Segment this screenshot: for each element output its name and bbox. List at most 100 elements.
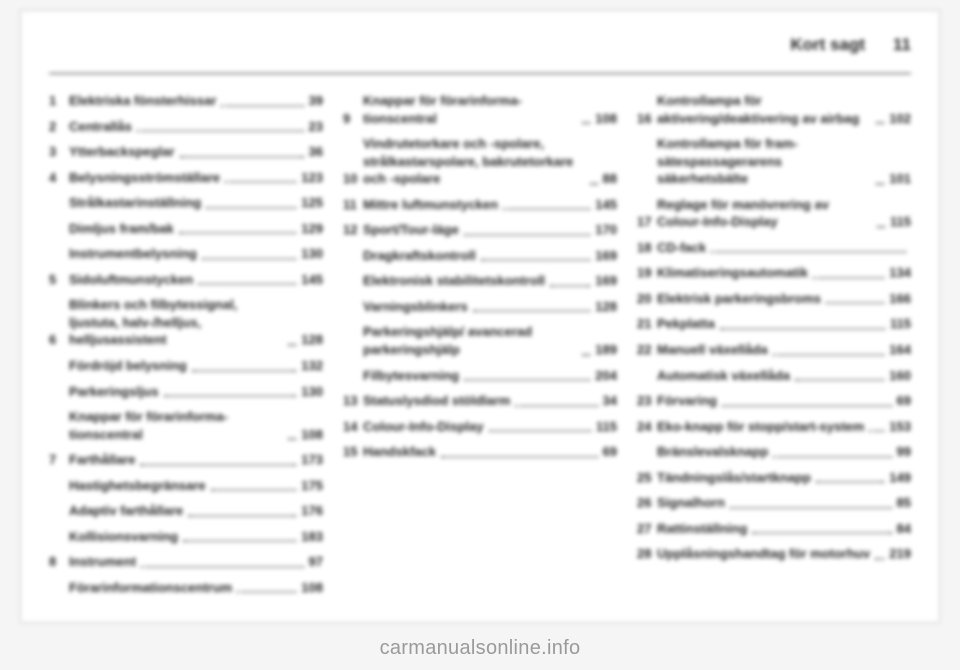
page-header: Kort sagt 11: [49, 35, 911, 61]
toc-entry-page: 125: [299, 194, 323, 212]
toc-dot-leader: [503, 208, 590, 210]
toc-entry-number: 12: [343, 221, 363, 239]
toc-entry-page: 23: [307, 118, 323, 136]
toc-entry-label: Elektriska fönsterhissar: [69, 92, 218, 110]
toc-dot-leader: [515, 405, 597, 407]
toc-entry-label: Handskfack: [363, 443, 438, 461]
toc-entry-label: CD-fack: [657, 239, 708, 257]
toc-entry-page: 189: [593, 341, 617, 359]
toc-entry-number: 7: [49, 451, 69, 469]
toc-entry-page: 219: [887, 545, 911, 563]
toc-entry: 20Elektrisk parkeringsbroms166: [637, 290, 911, 308]
toc-dot-leader: [869, 430, 884, 432]
toc-dot-leader: [711, 251, 906, 253]
toc-dot-leader: [464, 234, 590, 236]
toc-entry-label: Eko-knapp för stopp/start-system: [657, 418, 866, 436]
watermark: carmanualsonline.info: [380, 637, 581, 660]
toc-dot-leader: [876, 122, 884, 124]
toc-entry-label: Reglage för manövrering av Colour-Info-D…: [657, 196, 874, 231]
toc-entry-label: Pekplatta: [657, 315, 717, 333]
toc-dot-leader: [826, 302, 884, 304]
toc-entry-number: 3: [49, 143, 69, 161]
toc-entry-number: 18: [637, 239, 657, 257]
toc-entry-page: 145: [299, 271, 323, 289]
toc-entry: 2Centrallås23: [49, 118, 323, 136]
toc-entry: Kollisionsvarning183: [49, 528, 323, 546]
toc-dot-leader: [773, 354, 885, 356]
toc-entry-label: Farthållare: [69, 451, 137, 469]
toc-entry-page: 173: [299, 451, 323, 469]
toc-entry: 10Vindrutetorkare och -spolare, strålkas…: [343, 135, 617, 188]
toc-entry-page: 176: [299, 502, 323, 520]
toc-dot-leader: [137, 130, 304, 132]
toc-entry: 8Instrument 97: [49, 553, 323, 571]
toc-entry-label: Colour-Info-Display: [363, 418, 486, 436]
toc-entry-number: 19: [637, 264, 657, 282]
toc-entry: 16Kontrollampa för aktivering/deaktiveri…: [637, 92, 911, 127]
toc-entry: Automatisk växellåda160: [637, 367, 911, 385]
toc-entry-number: 16: [637, 110, 657, 128]
toc-dot-leader: [206, 207, 296, 209]
toc-entry-number: 8: [49, 553, 69, 571]
toc-entry-page: 108: [593, 110, 617, 128]
toc-entry: 7Farthållare 173: [49, 451, 323, 469]
toc-entry: 21Pekplatta115: [637, 315, 911, 333]
toc-dot-leader: [237, 591, 296, 593]
toc-entry-page: 108: [299, 579, 323, 597]
toc-dot-leader: [198, 283, 296, 285]
toc-entry: Kontrollampa för fram­sätespassagerarens…: [637, 135, 911, 188]
toc-entry-label: Manuell växellåda: [657, 341, 770, 359]
toc-dot-leader: [464, 379, 590, 381]
toc-entry-page: 88: [601, 170, 617, 188]
toc-entry-label: Upplåsningshandtag för motorhuv: [657, 545, 872, 563]
toc-entry-page: 69: [601, 443, 617, 461]
toc-entry-number: 27: [637, 520, 657, 538]
toc-dot-leader: [722, 405, 892, 407]
toc-entry-page: 97: [307, 553, 323, 571]
toc-entry-number: 1: [49, 92, 69, 110]
toc-entry: 9Knappar för förarinforma­tionscentral10…: [343, 92, 617, 127]
toc-entry: Varningsblinkers128: [343, 298, 617, 316]
toc-entry-number: 14: [343, 418, 363, 436]
toc-entry-label: Adaptiv farthållare: [69, 502, 185, 520]
toc-dot-leader: [813, 277, 884, 279]
toc-entry-number: 20: [637, 290, 657, 308]
toc-entry: 22Manuell växellåda164: [637, 341, 911, 359]
toc-column-2: 9Knappar för förarinforma­tionscentral10…: [343, 88, 617, 604]
toc-entry-page: 145: [593, 196, 617, 214]
toc-entry-page: 153: [887, 418, 911, 436]
toc-entry-page: 164: [887, 341, 911, 359]
toc-entry-number: 28: [637, 545, 657, 563]
toc-dot-leader: [188, 515, 296, 517]
toc-entry-number: 9: [343, 110, 363, 128]
header-title: Kort sagt: [790, 35, 865, 55]
toc-entry-page: 129: [299, 220, 323, 238]
toc-entry-page: 102: [887, 110, 911, 128]
toc-entry-number: 23: [637, 392, 657, 410]
toc-entry-label: Kollisionsvarning: [69, 528, 180, 546]
toc-entry-label: Sport/Tour-läge: [363, 221, 461, 239]
toc-entry-label: Instrument: [69, 553, 138, 571]
toc-entry-label: Tändningslås/startknapp: [657, 469, 813, 487]
toc-entry-label: Kontrollampa för aktivering/deaktivering…: [657, 92, 873, 127]
toc-dot-leader: [773, 456, 891, 458]
toc-columns: 1Elektriska fönsterhissar 3 9 2Centrallås23…: [49, 88, 911, 604]
toc-entry-page: 166: [887, 290, 911, 308]
toc-entry-label: Instrumentbelysning: [69, 245, 199, 263]
toc-entry-number: 26: [637, 494, 657, 512]
toc-entry-page: 204: [593, 367, 617, 385]
toc-entry-label: Hastighetsbegränsare: [69, 477, 208, 495]
toc-entry: 13Statuslysdiod stöldlarm34: [343, 392, 617, 410]
toc-dot-leader: [140, 464, 296, 466]
toc-entry: 12Sport/Tour-läge170: [343, 221, 617, 239]
toc-entry-number: 13: [343, 392, 363, 410]
toc-entry: 24Eko-knapp för stopp/start-system153: [637, 418, 911, 436]
toc-entry: 25Tändningslås/startknapp149: [637, 469, 911, 487]
toc-dot-leader: [179, 232, 297, 234]
toc-dot-leader: [550, 285, 590, 287]
toc-entry-page: 34: [601, 392, 617, 410]
header-page-number: 11: [893, 35, 911, 55]
toc-entry-label: Belysningsströmställare: [69, 169, 222, 187]
toc-entry-page: 84: [895, 520, 911, 538]
toc-entry-label: Kontrollampa för fram­sätespassagerarens…: [657, 135, 873, 188]
